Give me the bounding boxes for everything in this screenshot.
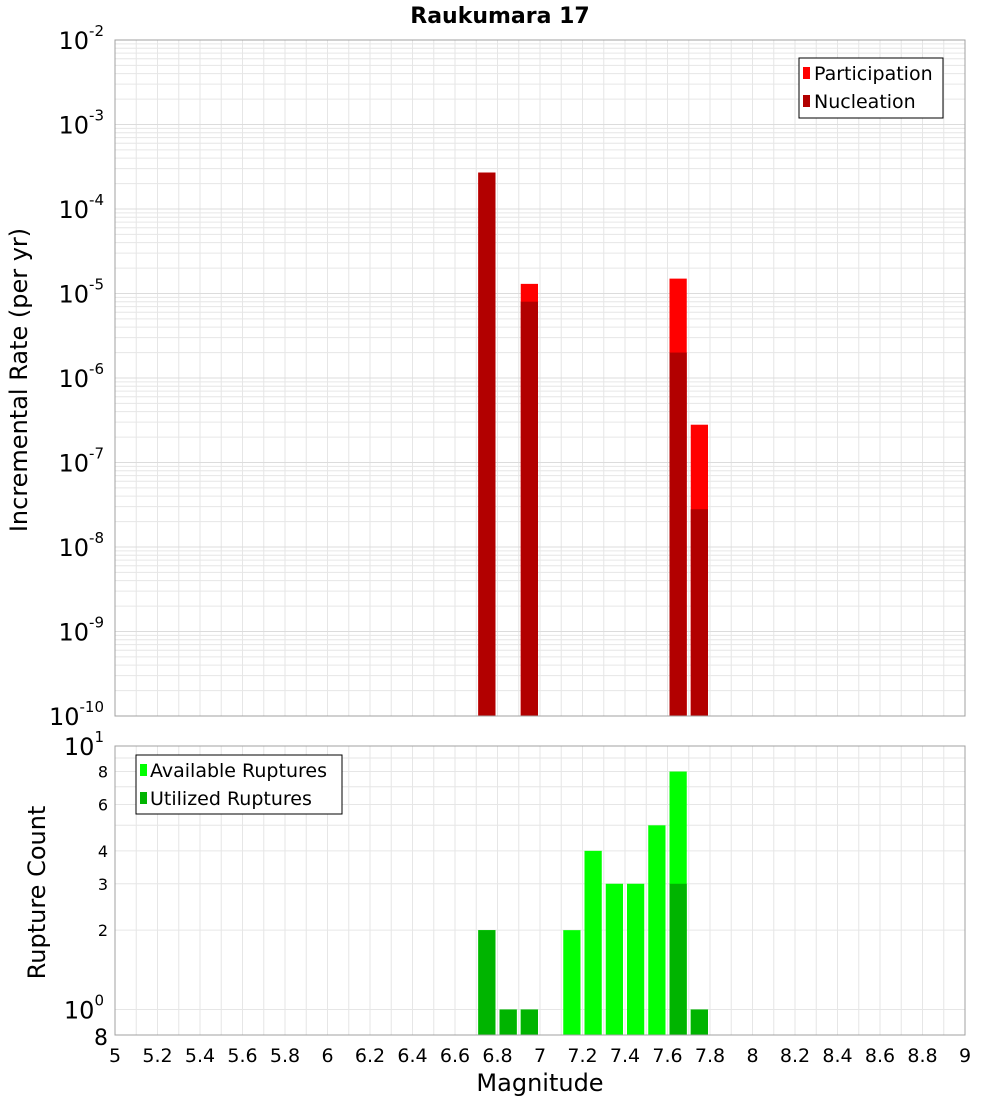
utilized-ruptures-bar	[669, 883, 687, 1035]
y-tick-label: 6	[98, 795, 108, 814]
available-ruptures-bar	[648, 825, 666, 1035]
x-tick-label: 7.8	[695, 1045, 725, 1067]
rate-y-ticks: 10-2 10-3 10-4 10-5 10-6 10-7 10-8 10-9 10-10	[49, 22, 104, 731]
utilized-ruptures-bar	[499, 1009, 517, 1035]
magnitude-x-ticks: 5 5.2 5.4 5.6 5.8 6 6.2 6.4 6.6 6.8 7 7.2 7.4 7.6 7.8 8…	[109, 1045, 971, 1067]
x-tick-label: 5.8	[270, 1045, 300, 1067]
rate-y-axis-label: Incremental Rate (per yr)	[5, 228, 33, 532]
x-tick-label: 5	[109, 1045, 121, 1067]
chart-title: Raukumara 17	[410, 4, 589, 29]
x-tick-label: 6.8	[482, 1045, 512, 1067]
x-tick-label: 6.4	[397, 1045, 427, 1067]
utilized-ruptures-bar	[690, 1009, 708, 1035]
x-tick-label: 7	[534, 1045, 546, 1067]
rate-legend-box	[798, 57, 944, 119]
x-tick-label: 9	[959, 1045, 971, 1067]
y-tick-label: 10-3	[58, 107, 104, 140]
x-tick-label: 5.2	[142, 1045, 172, 1067]
nucleation-bar	[690, 509, 708, 716]
legend-swatch-nucleation	[803, 95, 810, 107]
count-plot-frame	[114, 745, 966, 1036]
y-tick-label: 8	[94, 1026, 108, 1051]
rate-plot-frame	[114, 39, 966, 717]
x-tick-label: 7.2	[567, 1045, 597, 1067]
y-tick-label: 10-8	[58, 529, 104, 562]
count-bars	[478, 771, 708, 1035]
y-tick-label: 8	[98, 763, 108, 782]
x-tick-label: 8.2	[780, 1045, 810, 1067]
x-tick-label: 6.2	[355, 1045, 385, 1067]
rate-panel: 10-2 10-3 10-4 10-5 10-6 10-7 10-8 10-9 10-10 In…	[5, 22, 966, 731]
available-ruptures-bar	[605, 883, 623, 1035]
x-tick-label: 5.6	[227, 1045, 257, 1067]
x-tick-label: 5.4	[185, 1045, 215, 1067]
x-tick-label: 7.4	[610, 1045, 640, 1067]
nucleation-bar	[478, 172, 496, 717]
x-tick-label: 6.6	[440, 1045, 470, 1067]
x-tick-label: 8.4	[822, 1045, 852, 1067]
y-tick-label: 10-7	[58, 445, 104, 478]
x-tick-label: 8	[746, 1045, 758, 1067]
legend-label-participation: Participation	[814, 63, 933, 85]
count-grid	[114, 746, 966, 1035]
rate-grid	[114, 40, 966, 717]
y-tick-label: 10-5	[58, 276, 104, 309]
legend-label-available: Available Ruptures	[150, 760, 327, 782]
y-tick-label: 2	[98, 921, 108, 940]
y-tick-label: 3	[98, 875, 108, 894]
legend-swatch-utilized	[140, 792, 147, 804]
nucleation-bar	[669, 352, 687, 716]
y-tick-label: 10-10	[49, 698, 104, 731]
y-tick-label: 10-2	[58, 22, 104, 55]
y-tick-label: 10-4	[58, 191, 104, 224]
x-tick-label: 8.8	[907, 1045, 937, 1067]
count-legend-box	[135, 754, 343, 815]
y-tick-label: 10-9	[58, 614, 104, 647]
rate-legend: Participation Nucleation	[798, 57, 944, 119]
legend-label-nucleation: Nucleation	[814, 91, 916, 113]
legend-swatch-available	[140, 764, 147, 776]
available-ruptures-bar	[584, 850, 602, 1035]
count-y-axis-label: Rupture Count	[23, 806, 51, 980]
x-tick-label: 7.6	[652, 1045, 682, 1067]
legend-swatch-participation	[803, 67, 810, 79]
count-legend: Available Ruptures Utilized Ruptures	[135, 754, 343, 815]
y-tick-label: 101	[64, 728, 104, 761]
rate-bars	[478, 172, 708, 717]
available-ruptures-bar	[563, 930, 581, 1035]
utilized-ruptures-bar	[520, 1009, 538, 1035]
magnitude-x-axis-label: Magnitude	[476, 1069, 603, 1097]
y-tick-label: 100	[64, 991, 104, 1024]
available-ruptures-bar	[627, 883, 645, 1035]
y-tick-label: 4	[98, 842, 108, 861]
utilized-ruptures-bar	[478, 930, 496, 1035]
y-tick-label: 10-6	[58, 360, 104, 393]
legend-label-utilized: Utilized Ruptures	[150, 788, 312, 810]
nucleation-bar	[520, 301, 538, 716]
x-tick-label: 8.6	[865, 1045, 895, 1067]
x-tick-label: 6	[321, 1045, 333, 1067]
